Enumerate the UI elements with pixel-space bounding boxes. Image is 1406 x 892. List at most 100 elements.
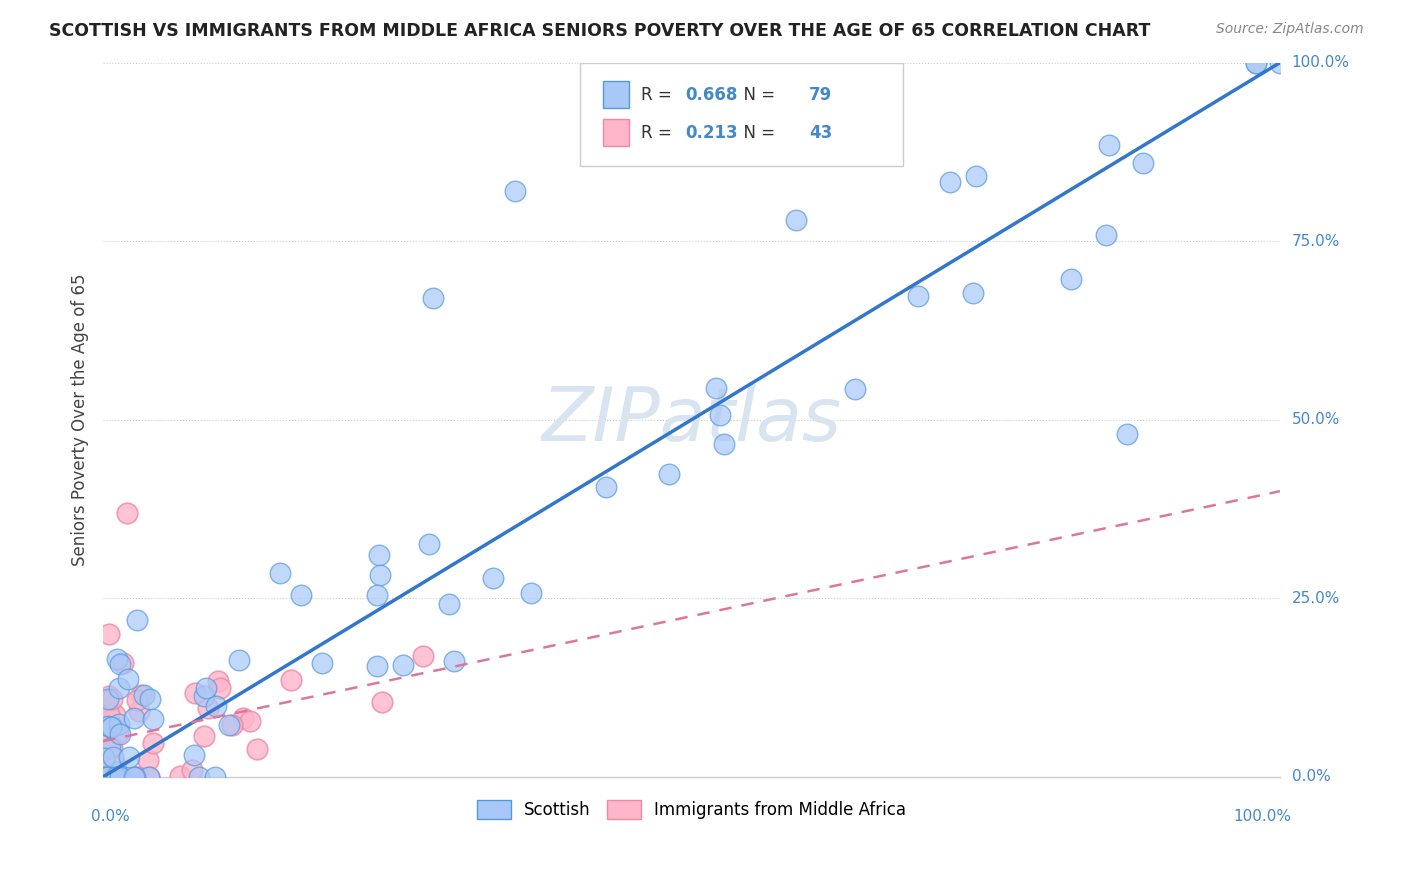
Point: [96, 770, 118, 784]
Point: [184, 686, 207, 700]
Point: [519, 586, 541, 600]
Text: 79: 79: [810, 86, 832, 103]
Legend: Scottish, Immigrants from Middle Africa: Scottish, Immigrants from Middle Africa: [471, 793, 912, 826]
Point: [965, 169, 987, 184]
Point: [1116, 427, 1139, 442]
Point: [1098, 138, 1121, 153]
Point: [104, 770, 127, 784]
Point: [785, 213, 807, 227]
Point: [117, 672, 139, 686]
Point: [108, 716, 131, 731]
Point: [103, 770, 125, 784]
Text: N =: N =: [733, 86, 780, 103]
Text: 0.0%: 0.0%: [91, 809, 131, 824]
Point: [704, 381, 727, 395]
Point: [105, 770, 128, 784]
Point: [437, 597, 460, 611]
Point: [98, 690, 121, 704]
Text: ZIPatlas: ZIPatlas: [541, 384, 842, 456]
Point: [98, 770, 121, 784]
Point: [422, 291, 444, 305]
Point: [232, 710, 254, 724]
Point: [128, 704, 150, 718]
Point: [93, 770, 115, 784]
Point: [129, 688, 152, 702]
Point: [138, 770, 160, 784]
Point: [104, 758, 127, 772]
Point: [105, 770, 128, 784]
Point: [93, 751, 115, 765]
Point: [127, 693, 149, 707]
FancyBboxPatch shape: [603, 81, 628, 108]
Point: [97, 692, 120, 706]
Text: R =: R =: [641, 86, 676, 103]
FancyBboxPatch shape: [603, 119, 628, 146]
Point: [246, 742, 269, 756]
Point: [311, 656, 333, 670]
Point: [205, 698, 228, 713]
Point: [97, 698, 120, 713]
Point: [93, 751, 115, 765]
Point: [103, 722, 125, 736]
Point: [208, 681, 231, 695]
Point: [98, 740, 121, 755]
Point: [101, 770, 124, 784]
Text: 100.0%: 100.0%: [1292, 55, 1350, 70]
Point: [204, 770, 226, 784]
Point: [183, 747, 205, 762]
Point: [844, 382, 866, 396]
Point: [97, 706, 120, 721]
Point: [112, 656, 135, 670]
Point: [503, 184, 526, 198]
Point: [127, 770, 149, 784]
Text: Source: ZipAtlas.com: Source: ZipAtlas.com: [1216, 22, 1364, 37]
Point: [142, 736, 165, 750]
Point: [97, 719, 120, 733]
Point: [1246, 55, 1268, 70]
Point: [98, 627, 121, 641]
Point: [97, 738, 120, 752]
Text: 50.0%: 50.0%: [1292, 412, 1340, 427]
Point: [197, 701, 219, 715]
Point: [391, 658, 413, 673]
Point: [1268, 55, 1291, 70]
Point: [138, 770, 160, 784]
Point: [194, 681, 217, 695]
Point: [115, 506, 138, 520]
Point: [124, 770, 146, 784]
Point: [239, 714, 262, 729]
Point: [93, 770, 115, 784]
Text: N =: N =: [733, 124, 780, 142]
Point: [107, 725, 129, 739]
Point: [366, 588, 388, 602]
Point: [187, 770, 209, 784]
Point: [108, 657, 131, 672]
Point: [280, 673, 302, 687]
Point: [595, 480, 617, 494]
Point: [124, 770, 146, 784]
Point: [713, 437, 735, 451]
FancyBboxPatch shape: [579, 62, 903, 166]
Point: [443, 655, 465, 669]
Point: [96, 770, 118, 784]
Point: [207, 673, 229, 688]
Point: [142, 712, 165, 726]
Point: [482, 571, 505, 585]
Point: [371, 695, 394, 709]
Point: [169, 769, 191, 783]
Text: R =: R =: [641, 124, 676, 142]
Point: [94, 714, 117, 728]
Point: [709, 409, 731, 423]
Point: [104, 707, 127, 722]
Point: [907, 289, 929, 303]
Point: [101, 770, 124, 784]
Point: [96, 729, 118, 743]
Point: [228, 653, 250, 667]
Point: [100, 770, 122, 784]
Point: [962, 285, 984, 300]
Point: [101, 720, 124, 734]
Point: [108, 727, 131, 741]
Point: [368, 567, 391, 582]
Point: [1246, 55, 1268, 70]
Point: [366, 659, 388, 673]
